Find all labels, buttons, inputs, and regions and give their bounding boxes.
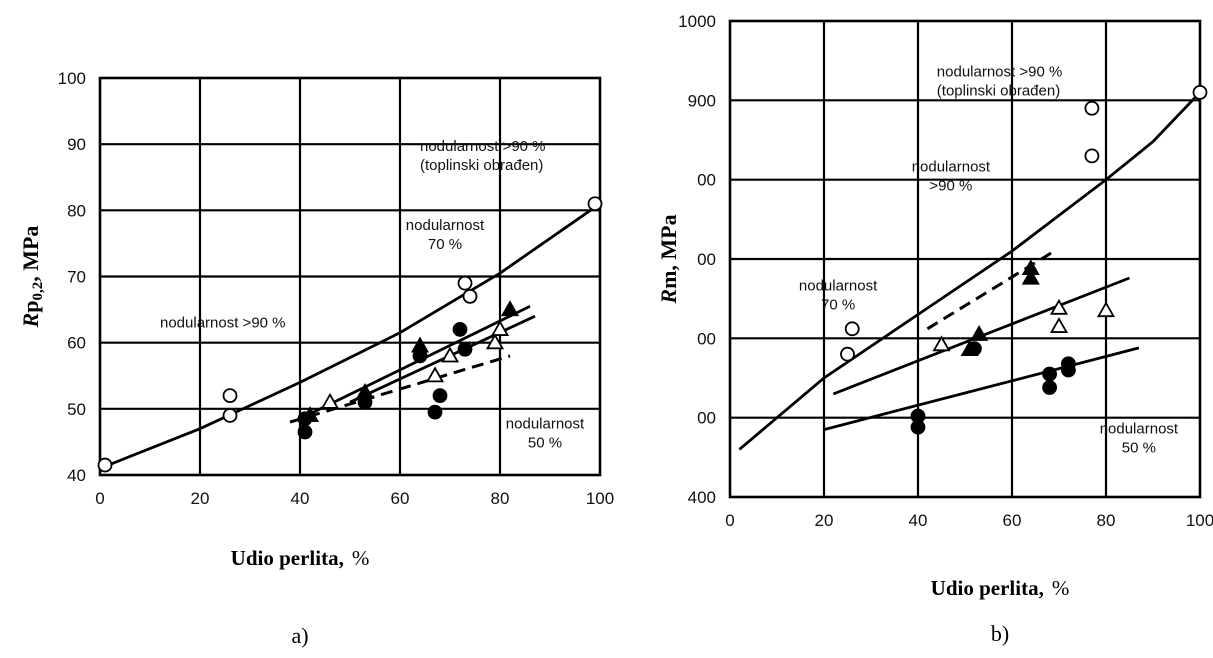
point-filled-circle bbox=[910, 408, 926, 424]
x-tick-label: 80 bbox=[491, 489, 510, 508]
y-axis-label: Rp0,2, MPa bbox=[18, 226, 46, 329]
point-open-circle bbox=[840, 346, 855, 362]
point-open-triangle bbox=[1049, 317, 1069, 333]
x-tick-label: 40 bbox=[291, 489, 310, 508]
point-open-triangle bbox=[320, 392, 340, 409]
point-filled-circle bbox=[1042, 366, 1057, 382]
series-line-dashed bbox=[926, 249, 1056, 331]
series-line-solid bbox=[99, 202, 601, 470]
point-filled-circle bbox=[297, 424, 313, 440]
chart-b: 0 20 40 60 80 100 400 00 00 00 00 900 1000 nodularnos… bbox=[656, 12, 1213, 646]
point-open-circle bbox=[844, 321, 860, 337]
point-open-circle bbox=[457, 275, 473, 291]
y-tick-label: 1000 bbox=[678, 12, 716, 31]
point-open-circle bbox=[222, 408, 238, 423]
point-filled-circle bbox=[1042, 380, 1057, 395]
point-open-triangle bbox=[1096, 301, 1116, 318]
x-tick-label: 40 bbox=[909, 511, 928, 530]
point-filled-triangle bbox=[410, 336, 430, 353]
annotation-label: nodularnost >90 % (toplinski obrađen) bbox=[420, 138, 546, 174]
chart-a: 0 20 40 60 80 100 40 50 60 70 80 90 100 nodularnost >… bbox=[18, 69, 614, 648]
series-line-dashed bbox=[289, 354, 511, 424]
point-filled-circle bbox=[457, 341, 473, 357]
x-tick-label: 60 bbox=[391, 489, 410, 508]
x-axis-label: Udio perlita,% bbox=[931, 576, 1070, 600]
point-open-circle bbox=[222, 388, 238, 404]
annotation-label: nodularnost >90 % bbox=[160, 314, 286, 331]
point-open-circle bbox=[587, 196, 603, 212]
x-tick-label: 100 bbox=[1186, 511, 1213, 530]
y-tick-label: 80 bbox=[67, 201, 86, 220]
annotation-label: nodularnost 50 % bbox=[506, 416, 585, 452]
x-tick-label: 20 bbox=[191, 489, 210, 508]
point-open-circle bbox=[1192, 85, 1208, 100]
point-filled-circle bbox=[452, 322, 468, 337]
annotation-label: nodularnost 70 % bbox=[406, 217, 485, 253]
x-tick-label: 80 bbox=[1097, 511, 1116, 530]
point-filled-circle bbox=[427, 404, 443, 420]
annotation-label: nodularnost 50 % bbox=[1100, 421, 1179, 457]
x-tick-label: 100 bbox=[586, 489, 614, 508]
series-line-solid bbox=[738, 91, 1202, 451]
point-open-triangle bbox=[490, 320, 510, 336]
point-open-triangle bbox=[485, 333, 505, 350]
panel-label: a) bbox=[291, 623, 308, 648]
point-filled-triangle bbox=[1021, 268, 1040, 285]
y-tick-label: 00 bbox=[697, 329, 716, 348]
annotation-label: nodularnost >90 % (toplinski obrađen) bbox=[937, 64, 1063, 100]
point-open-triangle bbox=[440, 346, 460, 363]
y-tick-label: 40 bbox=[67, 466, 86, 485]
y-tick-label: 400 bbox=[688, 488, 716, 507]
point-filled-triangle bbox=[960, 340, 979, 356]
point-open-triangle bbox=[1049, 298, 1069, 315]
annotation-label: nodularnost >90 % bbox=[912, 159, 991, 195]
point-filled-triangle bbox=[970, 325, 989, 341]
point-open-triangle bbox=[425, 366, 445, 383]
panel-label: b) bbox=[991, 621, 1009, 646]
point-filled-circle bbox=[1061, 356, 1076, 372]
point-open-triangle bbox=[932, 335, 951, 352]
y-tick-label: 900 bbox=[688, 91, 716, 110]
plot-frame bbox=[98, 76, 602, 477]
x-tick-label: 0 bbox=[95, 489, 104, 508]
series-line-solid bbox=[823, 346, 1140, 431]
point-open-circle bbox=[462, 288, 478, 304]
point-filled-triangle bbox=[355, 382, 375, 399]
series-line-solid bbox=[299, 305, 531, 421]
point-open-circle bbox=[1084, 148, 1100, 164]
y-tick-label: 50 bbox=[67, 400, 86, 419]
x-tick-label: 60 bbox=[1003, 511, 1022, 530]
x-tick-label: 0 bbox=[725, 511, 734, 530]
y-tick-label: 00 bbox=[697, 250, 716, 269]
annotation-label: nodularnost 70 % bbox=[799, 278, 878, 314]
x-tick-label: 20 bbox=[815, 511, 834, 530]
y-tick-label: 00 bbox=[697, 409, 716, 428]
y-tick-label: 60 bbox=[67, 334, 86, 353]
point-open-circle bbox=[97, 457, 113, 473]
y-axis-label: Rm, MPa bbox=[656, 214, 681, 304]
y-tick-label: 100 bbox=[58, 69, 86, 88]
point-filled-circle bbox=[432, 388, 448, 404]
plot-frame bbox=[728, 19, 1202, 499]
y-tick-label: 00 bbox=[697, 171, 716, 190]
point-filled-triangle bbox=[300, 406, 320, 422]
y-tick-label: 70 bbox=[67, 268, 86, 287]
x-axis-label: Udio perlita,% bbox=[231, 546, 370, 570]
y-tick-label: 90 bbox=[67, 135, 86, 154]
point-open-circle bbox=[1084, 100, 1100, 116]
point-filled-triangle bbox=[500, 300, 520, 317]
